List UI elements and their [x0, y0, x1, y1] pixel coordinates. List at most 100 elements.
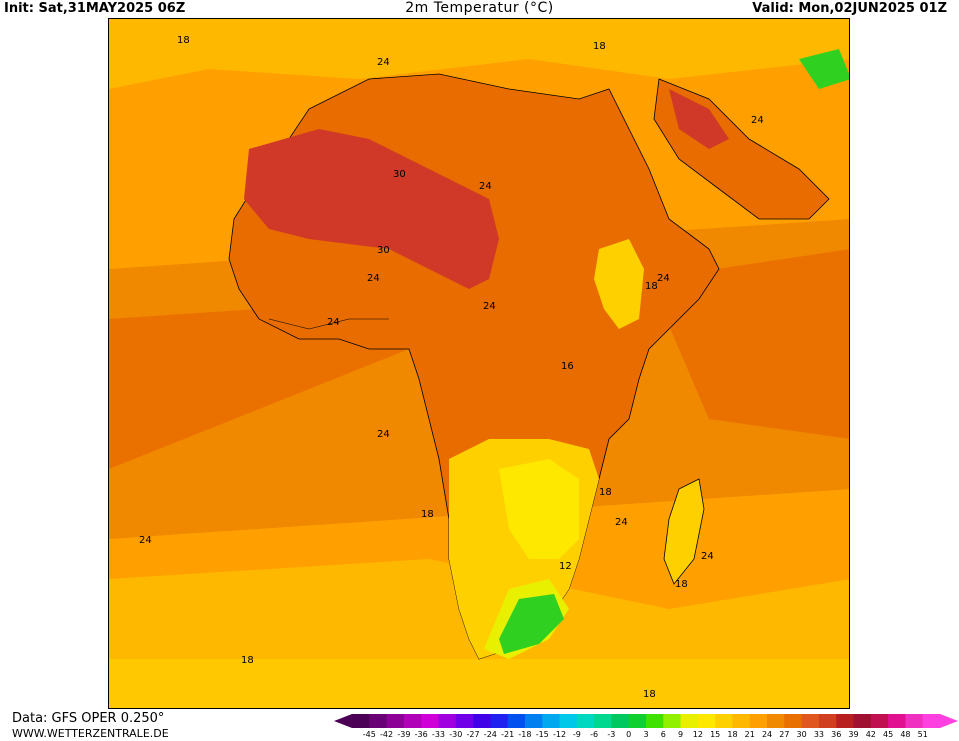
contour-label: 18: [593, 41, 606, 52]
legend-swatch: [870, 714, 889, 728]
contour-label: 18: [675, 579, 688, 590]
legend-tick-label: 48: [900, 730, 911, 739]
site-url: WWW.WETTERZENTRALE.DE: [12, 727, 169, 740]
legend-swatch: [507, 714, 526, 728]
legend-swatch: [888, 714, 906, 728]
legend-tick-label: 45: [883, 730, 894, 739]
legend-tick-label: 21: [744, 730, 755, 739]
legend-swatch: [455, 714, 474, 728]
legend-tick-label: 15: [710, 730, 721, 739]
kalahari-cool: [499, 459, 579, 559]
legend-swatch: [922, 714, 941, 728]
legend-tick-label: 27: [779, 730, 790, 739]
legend-swatch: [438, 714, 457, 728]
contour-label: 24: [701, 551, 714, 562]
gulf-warm: [109, 299, 409, 469]
legend-tick-label: 9: [678, 730, 684, 739]
legend-swatch: [473, 714, 491, 728]
init-time: Init: Sat,31MAY2025 06Z: [4, 1, 186, 16]
legend-swatch: [801, 714, 820, 728]
legend-arrow-right: [940, 714, 958, 728]
legend-tick-label: -27: [466, 730, 480, 739]
contour-label: 24: [377, 57, 390, 68]
gulf-coast: [268, 318, 389, 330]
legend-swatch: [732, 714, 751, 728]
legend-tick-label: 33: [813, 730, 825, 739]
contour-label: 30: [393, 169, 406, 180]
legend-swatch: [680, 714, 699, 728]
legend-tick-label: 0: [626, 730, 632, 739]
temperature-field: [109, 19, 849, 708]
contour-label: 30: [377, 245, 390, 256]
legend-tick-label: -30: [449, 730, 463, 739]
far-south-ocean: [109, 659, 849, 708]
legend-colorbar: [334, 714, 958, 728]
legend-tick-label: 12: [692, 730, 703, 739]
legend-tick-label: -12: [552, 730, 567, 739]
contour-label: 24: [751, 115, 764, 126]
legend-swatch: [818, 714, 837, 728]
legend-swatch: [784, 714, 803, 728]
legend-swatch: [576, 714, 595, 728]
contour-label: 24: [367, 273, 380, 284]
legend-swatch: [559, 714, 578, 728]
contour-label: 18: [645, 281, 658, 292]
legend-tick-label: 24: [761, 730, 773, 739]
valid-time: Valid: Mon,02JUN2025 01Z: [752, 1, 947, 16]
sahara-hot: [244, 129, 499, 289]
map-title: 2m Temperatur (°C): [405, 0, 554, 16]
legend-swatch: [905, 714, 924, 728]
legend-swatch: [542, 714, 561, 728]
legend-tick-label: 51: [917, 730, 928, 739]
legend-tick-label: -36: [414, 730, 428, 739]
contour-label: 12: [559, 561, 572, 572]
contour-label: 16: [561, 361, 574, 372]
legend-tick-label: -39: [397, 730, 411, 739]
contour-label: 24: [479, 181, 492, 192]
legend-swatch: [715, 714, 733, 728]
legend-tick-label: 30: [796, 730, 807, 739]
legend-tick-label: -45: [362, 730, 376, 739]
legend-tick-label: -6: [590, 730, 599, 739]
legend-swatch: [646, 714, 664, 728]
legend-swatch: [490, 714, 509, 728]
contour-label: 18: [241, 655, 254, 666]
contour-label: 18: [421, 509, 434, 520]
data-source: Data: GFS OPER 0.250°: [12, 711, 165, 726]
legend-tick-label: -24: [483, 730, 497, 739]
legend-tick-label: -21: [501, 730, 515, 739]
contour-label: 18: [643, 689, 656, 700]
legend-swatch: [628, 714, 647, 728]
legend-tick-label: 42: [865, 730, 876, 739]
arabia-hot: [669, 89, 729, 149]
legend-swatch: [836, 714, 855, 728]
contour-label: 24: [139, 535, 152, 546]
legend-tick-label: -33: [431, 730, 446, 739]
contour-label: 18: [599, 487, 612, 498]
color-legend: -45 -42 -39 -36 -33 -30 -27 -24 -21 -18 -15 -12 -9 -6…: [334, 713, 958, 741]
legend-tick-label: -15: [535, 730, 549, 739]
north-cool: [109, 19, 849, 89]
legend-swatch: [853, 714, 872, 728]
madagascar: [663, 478, 705, 585]
legend-tick-label: 6: [660, 730, 666, 739]
legend-swatch: [749, 714, 768, 728]
contour-label: 24: [377, 429, 390, 440]
contour-label: 18: [177, 35, 190, 46]
legend-tick-label: -9: [572, 730, 581, 739]
temperature-map: 18 24 18 24 30 24 30 24 24 24 24 18 16 24 24 18 18 24 24 12…: [108, 18, 850, 709]
legend-swatch: [386, 714, 405, 728]
legend-swatch: [611, 714, 630, 728]
legend-swatch: [663, 714, 682, 728]
legend-swatch: [697, 714, 716, 728]
legend-swatch: [594, 714, 612, 728]
legend-swatch: [767, 714, 785, 728]
legend-tick-label: 36: [831, 730, 842, 739]
legend-swatch: [524, 714, 543, 728]
iran-cold: [799, 49, 849, 89]
contour-label: 24: [615, 517, 628, 528]
legend-swatch: [352, 714, 370, 728]
contour-label: 24: [657, 273, 670, 284]
legend-tick-label: 3: [643, 730, 649, 739]
legend-swatch: [403, 714, 422, 728]
